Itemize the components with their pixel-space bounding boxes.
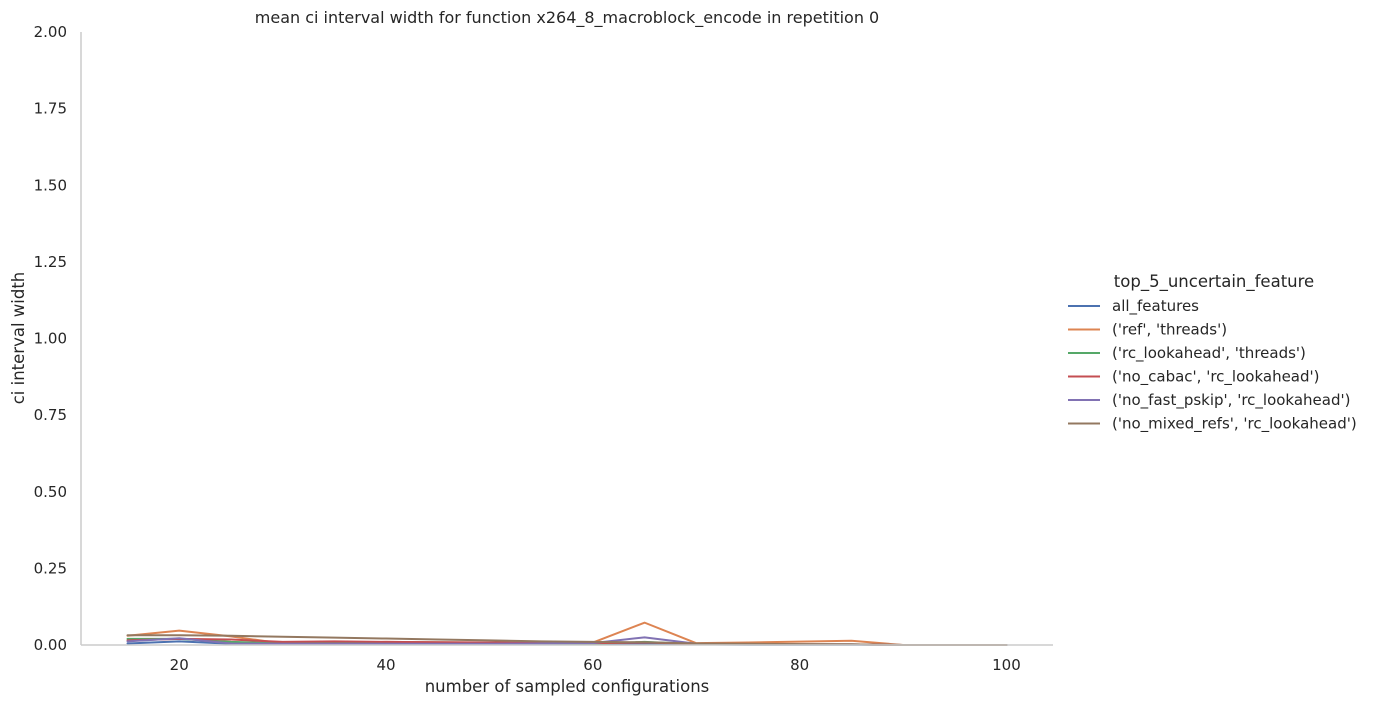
y-tick-label: 1.25 bbox=[34, 253, 67, 271]
legend-title: top_5_uncertain_feature bbox=[1114, 272, 1314, 292]
y-tick-label: 0.25 bbox=[34, 559, 67, 577]
plot-area bbox=[126, 621, 1008, 646]
y-tick-label: 0.50 bbox=[34, 483, 67, 501]
legend-item: ('no_fast_pskip', 'rc_lookahead') bbox=[1068, 391, 1350, 410]
y-tick-label: 1.00 bbox=[34, 330, 67, 348]
x-tick-label: 80 bbox=[790, 656, 809, 674]
legend-item: ('no_mixed_refs', 'rc_lookahead') bbox=[1068, 415, 1357, 434]
legend-label: ('no_mixed_refs', 'rc_lookahead') bbox=[1112, 415, 1357, 434]
legend-item: ('ref', 'threads') bbox=[1068, 321, 1227, 339]
x-tick-label: 20 bbox=[170, 656, 189, 674]
legend-item: all_features bbox=[1068, 297, 1199, 316]
x-axis-label: number of sampled configurations bbox=[425, 677, 710, 696]
x-tick-label: 60 bbox=[583, 656, 602, 674]
y-tick-label: 0.00 bbox=[34, 636, 67, 654]
x-tick-label: 100 bbox=[992, 656, 1021, 674]
legend-label: all_features bbox=[1112, 297, 1199, 316]
x-tick-label: 40 bbox=[376, 656, 395, 674]
legend-item: ('rc_lookahead', 'threads') bbox=[1068, 344, 1306, 363]
y-tick-label: 1.75 bbox=[34, 100, 67, 118]
legend-label: ('ref', 'threads') bbox=[1112, 321, 1227, 339]
y-axis-ticks: 0.00 0.25 0.50 0.75 1.00 1.25 1.50 1.75 2.00 bbox=[34, 23, 67, 654]
legend-label: ('no_fast_pskip', 'rc_lookahead') bbox=[1112, 391, 1350, 410]
legend-label: ('no_cabac', 'rc_lookahead') bbox=[1112, 368, 1320, 387]
y-tick-label: 1.50 bbox=[34, 176, 67, 194]
legend-item: ('no_cabac', 'rc_lookahead') bbox=[1068, 368, 1320, 387]
y-tick-label: 0.75 bbox=[34, 406, 67, 424]
y-axis-label: ci interval width bbox=[9, 272, 28, 405]
legend-label: ('rc_lookahead', 'threads') bbox=[1112, 344, 1306, 363]
y-tick-label: 2.00 bbox=[34, 23, 67, 41]
legend: top_5_uncertain_feature all_features ('re… bbox=[1068, 272, 1357, 434]
legend-items: all_features ('ref', 'threads') ('rc_looka… bbox=[1068, 297, 1357, 434]
x-axis-ticks: 20 40 60 80 100 bbox=[170, 656, 1021, 674]
chart-title: mean ci interval width for function x264… bbox=[255, 8, 879, 28]
